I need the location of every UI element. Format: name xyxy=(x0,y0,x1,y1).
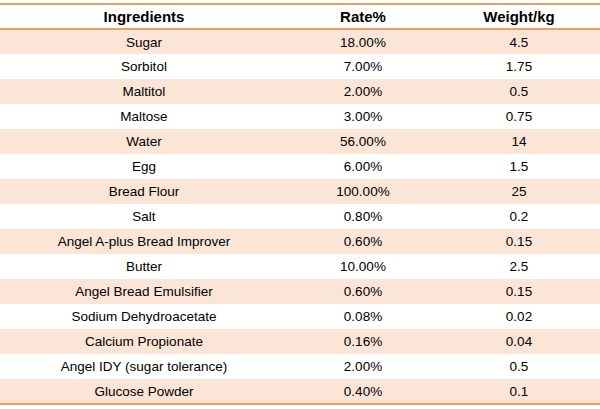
table-row-salt: Salt 0.80% 0.2 xyxy=(0,204,600,229)
table-row-glucose-powder: Glucose Powder 0.40% 0.1 xyxy=(0,379,600,404)
cell-ingredient: Water xyxy=(0,129,288,154)
table-header: Ingredients Rate% Weight/kg xyxy=(0,4,600,29)
table-body: Sugar 18.00% 4.5 Sorbitol 7.00% 1.75 Mal… xyxy=(0,29,600,404)
cell-weight: 1.75 xyxy=(438,54,600,79)
cell-rate: 0.16% xyxy=(288,329,438,354)
cell-rate: 0.60% xyxy=(288,229,438,254)
cell-weight: 4.5 xyxy=(438,29,600,54)
table-row-angel-a-plus-bread-improver: Angel A-plus Bread Improver 0.60% 0.15 xyxy=(0,229,600,254)
cell-ingredient: Maltose xyxy=(0,104,288,129)
cell-rate: 0.60% xyxy=(288,279,438,304)
table-row-angel-idy-sugar-tolerance: Angel IDY (sugar tolerance) 2.00% 0.5 xyxy=(0,354,600,379)
cell-ingredient: Angel IDY (sugar tolerance) xyxy=(0,354,288,379)
cell-ingredient: Sodium Dehydroacetate xyxy=(0,304,288,329)
cell-weight: 0.04 xyxy=(438,329,600,354)
cell-weight: 0.5 xyxy=(438,354,600,379)
cell-weight: 0.1 xyxy=(438,379,600,404)
cell-ingredient: Butter xyxy=(0,254,288,279)
ingredients-table-page: Ingredients Rate% Weight/kg Sugar 18.00%… xyxy=(0,0,600,409)
cell-weight: 0.15 xyxy=(438,279,600,304)
header-row: Ingredients Rate% Weight/kg xyxy=(0,4,600,29)
cell-rate: 3.00% xyxy=(288,104,438,129)
cell-ingredient: Glucose Powder xyxy=(0,379,288,404)
cell-rate: 18.00% xyxy=(288,29,438,54)
cell-ingredient: Salt xyxy=(0,204,288,229)
cell-rate: 56.00% xyxy=(288,129,438,154)
cell-rate: 2.00% xyxy=(288,79,438,104)
cell-weight: 14 xyxy=(438,129,600,154)
table-row-water: Water 56.00% 14 xyxy=(0,129,600,154)
cell-rate: 7.00% xyxy=(288,54,438,79)
cell-rate: 2.00% xyxy=(288,354,438,379)
cell-rate: 0.40% xyxy=(288,379,438,404)
cell-rate: 0.80% xyxy=(288,204,438,229)
cell-weight: 0.2 xyxy=(438,204,600,229)
cell-weight: 0.75 xyxy=(438,104,600,129)
cell-ingredient: Bread Flour xyxy=(0,179,288,204)
table-row-sugar: Sugar 18.00% 4.5 xyxy=(0,29,600,54)
table-row-egg: Egg 6.00% 1.5 xyxy=(0,154,600,179)
table-row-angel-bread-emulsifier: Angel Bread Emulsifier 0.60% 0.15 xyxy=(0,279,600,304)
cell-ingredient: Sugar xyxy=(0,29,288,54)
cell-rate: 10.00% xyxy=(288,254,438,279)
cell-weight: 0.02 xyxy=(438,304,600,329)
table-row-butter: Butter 10.00% 2.5 xyxy=(0,254,600,279)
column-header-rate: Rate% xyxy=(288,4,438,29)
cell-weight: 25 xyxy=(438,179,600,204)
ingredients-table: Ingredients Rate% Weight/kg Sugar 18.00%… xyxy=(0,3,600,405)
table-row-maltose: Maltose 3.00% 0.75 xyxy=(0,104,600,129)
table-row-sorbitol: Sorbitol 7.00% 1.75 xyxy=(0,54,600,79)
cell-ingredient: Calcium Propionate xyxy=(0,329,288,354)
cell-weight: 0.15 xyxy=(438,229,600,254)
column-header-weight: Weight/kg xyxy=(438,4,600,29)
cell-weight: 0.5 xyxy=(438,79,600,104)
column-header-ingredients: Ingredients xyxy=(0,4,288,29)
cell-rate: 0.08% xyxy=(288,304,438,329)
table-row-bread-flour: Bread Flour 100.00% 25 xyxy=(0,179,600,204)
table-row-calcium-propionate: Calcium Propionate 0.16% 0.04 xyxy=(0,329,600,354)
table-row-sodium-dehydroacetate: Sodium Dehydroacetate 0.08% 0.02 xyxy=(0,304,600,329)
cell-ingredient: Egg xyxy=(0,154,288,179)
cell-weight: 2.5 xyxy=(438,254,600,279)
cell-ingredient: Angel Bread Emulsifier xyxy=(0,279,288,304)
cell-ingredient: Sorbitol xyxy=(0,54,288,79)
table-row-maltitol: Maltitol 2.00% 0.5 xyxy=(0,79,600,104)
cell-rate: 6.00% xyxy=(288,154,438,179)
cell-rate: 100.00% xyxy=(288,179,438,204)
cell-ingredient: Maltitol xyxy=(0,79,288,104)
cell-ingredient: Angel A-plus Bread Improver xyxy=(0,229,288,254)
cell-weight: 1.5 xyxy=(438,154,600,179)
